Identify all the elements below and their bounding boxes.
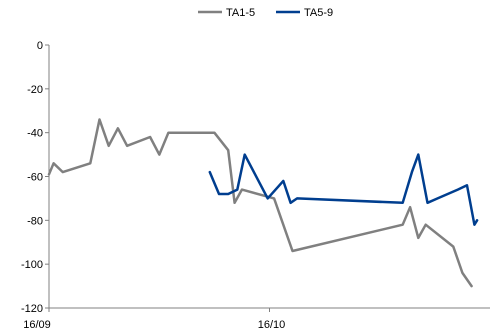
y-tick-label: -40 (27, 128, 43, 140)
y-tick-label: -100 (21, 259, 43, 271)
y-tick-label: -20 (27, 84, 43, 96)
y-tick-label: 0 (37, 40, 43, 52)
legend-label-ta1-5: TA1-5 (226, 7, 255, 19)
series-line-ta1-5 (47, 118, 473, 288)
y-tick-label: -80 (27, 215, 43, 227)
series-layer (47, 118, 479, 288)
x-tick-label: 16/09 (23, 319, 51, 331)
y-tick-label: -60 (27, 172, 43, 184)
y-tick-label: -120 (21, 303, 43, 315)
legend: TA1-5 TA5-9 (198, 7, 333, 19)
axes: 0 -20 -40 -60 -80 -100 -120 16/09 16/10 (21, 40, 490, 331)
x-tick-label: 16/10 (258, 319, 286, 331)
legend-label-ta5-9: TA5-9 (304, 7, 333, 19)
series-line-ta5-9 (208, 153, 479, 226)
